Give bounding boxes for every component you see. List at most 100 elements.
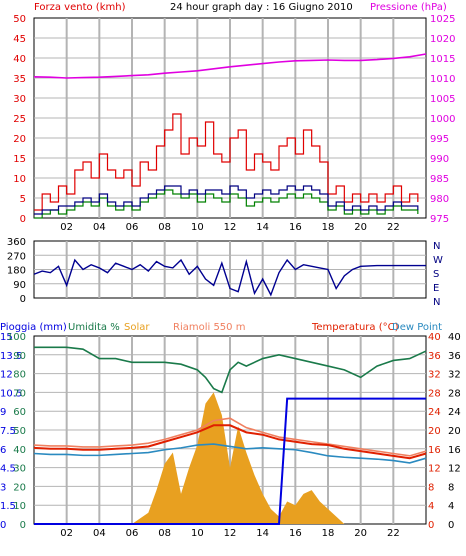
rain-y-tick-1.5: 1.5 — [0, 501, 16, 512]
temperature-y-tick-8: 8 — [428, 482, 434, 493]
pressure-y-tick-975: 975 — [430, 214, 449, 225]
humidity-y-tick-30: 30 — [13, 464, 26, 475]
wind-y-tick-30: 30 — [13, 94, 26, 105]
pressure-y-tick-985: 985 — [430, 174, 449, 185]
pressure-y-tick-1020: 1020 — [430, 34, 455, 45]
wind-y-tick-40: 40 — [13, 54, 26, 65]
direction-y-tick-270: 270 — [7, 251, 26, 262]
chart-title: 24 hour graph day : 16 Giugno 2010 — [170, 2, 353, 13]
rain-y-tick-12: 12 — [0, 370, 13, 381]
temperature-axis-label: Temperatura (°C) — [311, 322, 399, 333]
rain-y-tick-4.5: 4.5 — [0, 464, 16, 475]
p3-x-tick-10: 10 — [191, 528, 204, 539]
p3-x-tick-16: 16 — [289, 528, 302, 539]
p1-x-tick-06: 06 — [126, 222, 139, 233]
rain-y-tick-3: 3 — [0, 482, 6, 493]
temperature-y-tick-28: 28 — [428, 388, 441, 399]
dewpoint-y-tick-16: 16 — [448, 445, 461, 456]
temperature-y-tick-12: 12 — [428, 464, 441, 475]
dir-label-e: E — [433, 283, 439, 294]
temperature-y-tick-4: 4 — [428, 501, 434, 512]
humidity-y-tick-20: 20 — [13, 482, 26, 493]
p1-x-tick-14: 14 — [256, 222, 269, 233]
riamoli-label: Riamoli 550 m — [173, 322, 245, 333]
wind-y-tick-45: 45 — [13, 34, 26, 45]
dir-label-n-top: N — [433, 241, 440, 252]
dir-label-n-bottom: N — [433, 297, 440, 308]
direction-y-tick-90: 90 — [13, 280, 26, 291]
pressure-y-tick-1000: 1000 — [430, 114, 455, 125]
p3-x-tick-22: 22 — [387, 528, 400, 539]
solar-axis-label: Solar — [124, 322, 150, 333]
direction-y-tick-360: 360 — [7, 237, 26, 248]
dewpoint-y-tick-24: 24 — [448, 407, 461, 418]
p1-x-tick-22: 22 — [387, 222, 400, 233]
p1-x-tick-20: 20 — [354, 222, 367, 233]
dir-label-s: S — [433, 269, 439, 280]
temperature-series — [33, 424, 427, 460]
p3-x-tick-06: 06 — [126, 528, 139, 539]
dewpoint-axis-label: Dew Point — [392, 322, 442, 333]
humidity-y-tick-10: 10 — [13, 501, 26, 512]
dewpoint-y-tick-40: 40 — [448, 332, 461, 343]
temperature-y-tick-36: 36 — [428, 351, 441, 362]
rain-y-tick-0: 0 — [0, 520, 6, 531]
humidity-y-tick-90: 90 — [13, 351, 26, 362]
wind-gust-series — [34, 113, 419, 211]
rain-y-tick-15: 15 — [0, 332, 13, 343]
temperature-y-tick-24: 24 — [428, 407, 441, 418]
wind-axis-label: Forza vento (kmh) — [34, 2, 126, 13]
pressure-y-tick-980: 980 — [430, 194, 449, 205]
humidity-y-tick-80: 80 — [13, 370, 26, 381]
rain-y-tick-7.5: 7.5 — [0, 426, 16, 437]
temperature-y-tick-16: 16 — [428, 445, 441, 456]
p3-x-tick-02: 02 — [60, 528, 73, 539]
wind-y-tick-50: 50 — [13, 14, 26, 25]
humidity-y-tick-70: 70 — [13, 388, 26, 399]
p3-x-tick-12: 12 — [224, 528, 237, 539]
wind-y-tick-0: 0 — [20, 214, 26, 225]
direction-y-tick-180: 180 — [7, 266, 26, 277]
riamoli-series — [33, 417, 427, 457]
data-layer — [33, 53, 427, 525]
p3-x-tick-20: 20 — [354, 528, 367, 539]
pressure-y-tick-995: 995 — [430, 134, 449, 145]
temperature-y-tick-40: 40 — [428, 332, 441, 343]
pressure-y-tick-1005: 1005 — [430, 94, 455, 105]
dir-label-w: W — [433, 255, 443, 266]
humidity-axis-label: Umidita % — [68, 322, 120, 333]
p1-x-tick-04: 04 — [93, 222, 106, 233]
pressure-y-tick-1015: 1015 — [430, 54, 455, 65]
humidity-y-tick-0: 0 — [20, 520, 26, 531]
rain-y-tick-13.5: 13.5 — [0, 351, 22, 362]
p1-x-tick-10: 10 — [191, 222, 204, 233]
humidity-y-tick-60: 60 — [13, 407, 26, 418]
direction-y-tick-0: 0 — [20, 294, 26, 305]
wind-y-tick-20: 20 — [13, 134, 26, 145]
wind-y-tick-25: 25 — [13, 114, 26, 125]
temperature-y-tick-32: 32 — [428, 370, 441, 381]
rain-series — [34, 397, 426, 525]
wind-y-tick-10: 10 — [13, 174, 26, 185]
p1-x-tick-16: 16 — [289, 222, 302, 233]
wind-direction-series — [33, 258, 426, 297]
dewpoint-y-tick-20: 20 — [448, 426, 461, 437]
wind-y-tick-35: 35 — [13, 74, 26, 85]
pressure-axis-label: Pressione (hPa) — [370, 2, 447, 13]
wind-y-tick-5: 5 — [20, 194, 26, 205]
p1-x-tick-08: 08 — [158, 222, 171, 233]
pressure-y-tick-1025: 1025 — [430, 14, 455, 25]
p3-x-tick-08: 08 — [158, 528, 171, 539]
p1-x-tick-18: 18 — [322, 222, 335, 233]
p1-x-tick-12: 12 — [224, 222, 237, 233]
humidity-y-tick-100: 100 — [7, 332, 26, 343]
tick-layer: 02 04 06 08 10 12 14 16 18 20 22051015202530354045… — [0, 14, 461, 539]
dewpoint-y-tick-28: 28 — [448, 388, 461, 399]
dewpoint-y-tick-12: 12 — [448, 464, 461, 475]
dewpoint-y-tick-8: 8 — [448, 482, 454, 493]
dewpoint-y-tick-0: 0 — [448, 520, 454, 531]
dewpoint-series — [33, 443, 427, 464]
humidity-y-tick-50: 50 — [13, 426, 26, 437]
humidity-y-tick-40: 40 — [13, 445, 26, 456]
